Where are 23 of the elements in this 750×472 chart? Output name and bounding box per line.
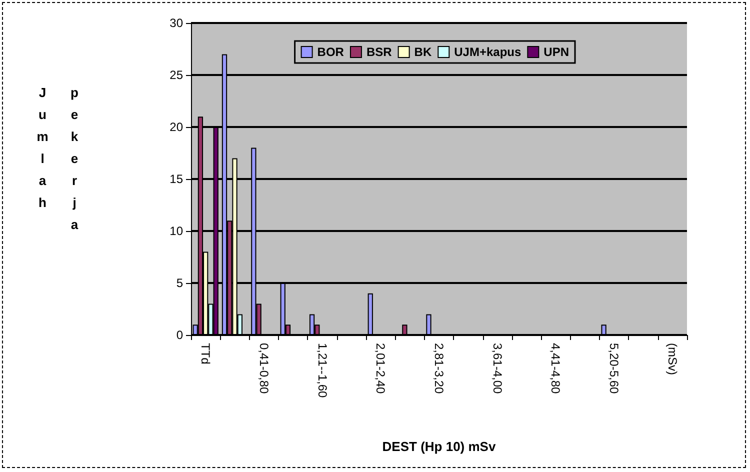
y-tick-label: 0 <box>176 328 184 342</box>
y-tick-label: 10 <box>170 224 184 238</box>
x-tick-label: (mSv) <box>665 343 680 375</box>
x-tick-label: 2,01-2,40 <box>374 343 388 394</box>
x-tick-label: 5,20-5,60 <box>607 343 622 394</box>
y-tick-label: 20 <box>170 120 184 134</box>
x-tick-label: 2,81-3,20 <box>432 343 446 394</box>
legend-label: UJM+kapus <box>454 45 522 59</box>
x-tick-label: 1,21--1,60 <box>315 343 330 398</box>
x-tick-label: 4,41-4,80 <box>548 343 563 394</box>
legend-label: UPN <box>544 45 570 59</box>
y-tick-label: 25 <box>170 68 184 82</box>
x-tick-label: TTd <box>198 343 213 364</box>
text: Jumlah pekerja <box>35 85 82 239</box>
legend-label: BK <box>414 45 432 59</box>
y-tick-label: 5 <box>176 276 184 290</box>
legend-label: BOR <box>317 45 344 59</box>
x-tick-label: 3,61-4,00 <box>490 343 504 394</box>
legend-label: BSR <box>366 45 392 59</box>
y-tick-label: 15 <box>170 172 184 186</box>
y-tick-label: 30 <box>170 16 184 30</box>
x-axis-title: DEST (Hp 10) mSv <box>382 439 496 454</box>
x-tick-label: 0,41-0,80 <box>256 343 271 394</box>
